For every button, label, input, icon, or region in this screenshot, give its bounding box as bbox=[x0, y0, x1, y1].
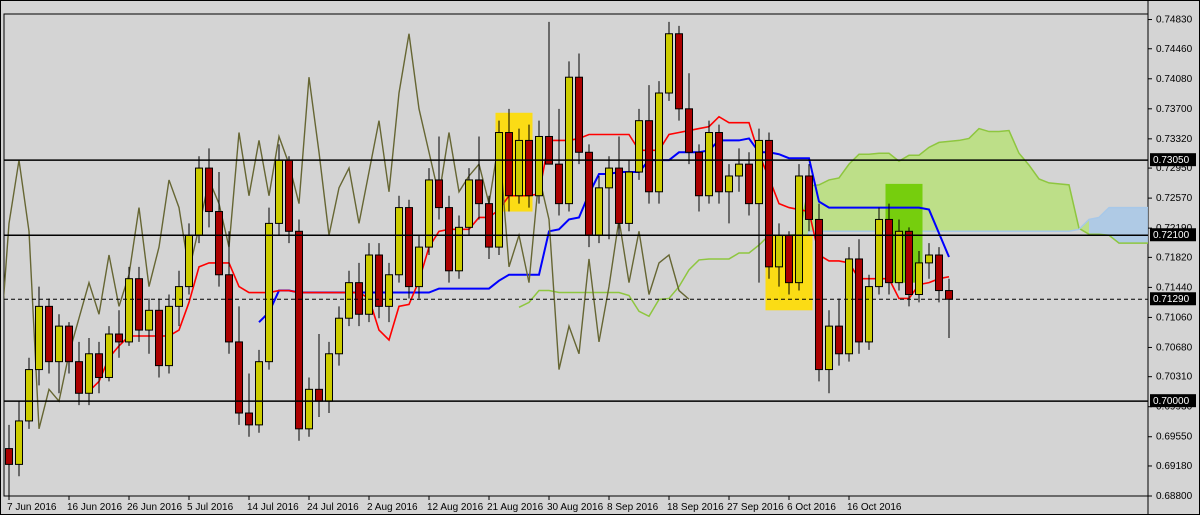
svg-text:14 Jul 2016: 14 Jul 2016 bbox=[247, 502, 299, 513]
svg-text:0.69180: 0.69180 bbox=[1156, 461, 1193, 472]
svg-text:0.72570: 0.72570 bbox=[1156, 193, 1193, 204]
svg-text:0.70310: 0.70310 bbox=[1156, 372, 1193, 383]
svg-text:12 Aug 2016: 12 Aug 2016 bbox=[427, 502, 484, 513]
svg-text:0.71440: 0.71440 bbox=[1156, 282, 1193, 293]
svg-text:8 Sep 2016: 8 Sep 2016 bbox=[607, 502, 659, 513]
svg-text:0.69550: 0.69550 bbox=[1156, 432, 1193, 443]
svg-text:0.71820: 0.71820 bbox=[1156, 252, 1193, 263]
svg-text:0.68800: 0.68800 bbox=[1156, 491, 1193, 502]
svg-text:16 Oct 2016: 16 Oct 2016 bbox=[847, 502, 902, 513]
svg-text:7 Jun 2016: 7 Jun 2016 bbox=[7, 502, 57, 513]
svg-text:0.71060: 0.71060 bbox=[1156, 312, 1193, 323]
svg-text:27 Sep 2016: 27 Sep 2016 bbox=[727, 502, 784, 513]
svg-text:0.70000: 0.70000 bbox=[1153, 396, 1190, 407]
svg-text:0.73700: 0.73700 bbox=[1156, 104, 1193, 115]
svg-text:2 Aug 2016: 2 Aug 2016 bbox=[367, 502, 418, 513]
svg-text:16 Jun 2016: 16 Jun 2016 bbox=[67, 502, 122, 513]
svg-text:0.74830: 0.74830 bbox=[1156, 15, 1193, 26]
svg-text:0.70680: 0.70680 bbox=[1156, 342, 1193, 353]
svg-text:5 Jul 2016: 5 Jul 2016 bbox=[187, 502, 234, 513]
svg-text:0.74460: 0.74460 bbox=[1156, 44, 1193, 55]
svg-text:30 Aug 2016: 30 Aug 2016 bbox=[547, 502, 604, 513]
svg-text:6 Oct 2016: 6 Oct 2016 bbox=[787, 502, 836, 513]
svg-text:0.74080: 0.74080 bbox=[1156, 74, 1193, 85]
chart-container: NZDUSD.lmx,Daily 0.748300.744600.740800.… bbox=[0, 0, 1200, 515]
svg-text:0.73050: 0.73050 bbox=[1153, 155, 1190, 166]
svg-text:24 Jul 2016: 24 Jul 2016 bbox=[307, 502, 359, 513]
svg-text:26 Jun 2016: 26 Jun 2016 bbox=[127, 502, 182, 513]
svg-text:0.72100: 0.72100 bbox=[1153, 230, 1190, 241]
chart-plot[interactable]: 0.748300.744600.740800.737000.733200.729… bbox=[0, 0, 1200, 515]
svg-text:0.71290: 0.71290 bbox=[1153, 294, 1190, 305]
svg-text:21 Aug 2016: 21 Aug 2016 bbox=[487, 502, 544, 513]
svg-text:0.73320: 0.73320 bbox=[1156, 134, 1193, 145]
svg-text:18 Sep 2016: 18 Sep 2016 bbox=[667, 502, 724, 513]
